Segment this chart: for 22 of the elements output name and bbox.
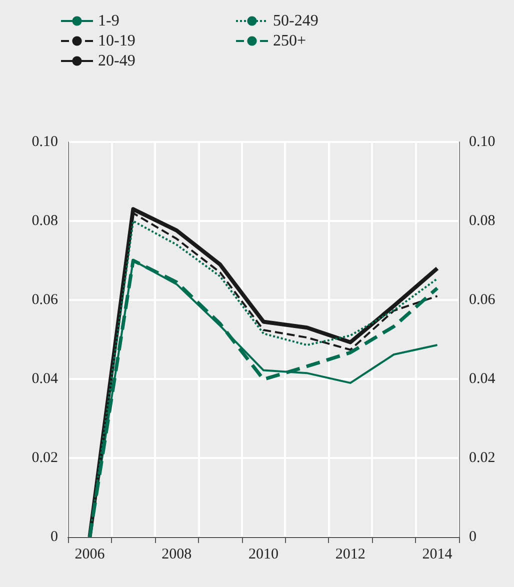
y-tick-label: 0.08: [32, 213, 58, 229]
y-tick-label: 0: [50, 529, 58, 545]
y-tick-label: 0.04: [32, 371, 58, 387]
y2-tick-label: 0.02: [469, 450, 496, 466]
legend-label: 250+: [273, 32, 306, 50]
x-tick-label: 2008: [162, 546, 192, 562]
x-tick-label: 2012: [335, 546, 366, 562]
legend-label: 50-249: [273, 12, 318, 30]
y-tick-label: 0.02: [32, 450, 58, 466]
x-tick-label: 2014: [422, 546, 453, 562]
y2-tick-label: 0.08: [469, 213, 496, 229]
legend-label: 20-49: [98, 52, 136, 70]
legend-label: 1-9: [98, 12, 120, 30]
y2-tick-label: 0.06: [469, 292, 496, 308]
y2-tick-label: 0: [469, 529, 476, 545]
y-tick-label: 0.10: [32, 134, 58, 150]
y2-tick-label: 0.10: [469, 134, 496, 150]
x-tick-label: 2006: [74, 546, 106, 562]
y-tick-label: 0.06: [32, 292, 58, 308]
x-tick-label: 2010: [248, 546, 278, 562]
legend-label: 10-19: [98, 32, 136, 50]
y2-tick-label: 0.04: [469, 371, 496, 387]
